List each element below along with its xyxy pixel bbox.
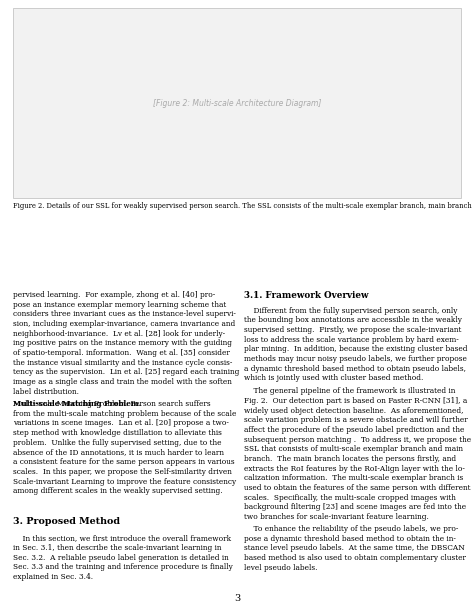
Text: In this section, we first introduce the overall framework
in Sec. 3.1, then desc: In this section, we first introduce the … (13, 535, 233, 581)
Text: 3. Proposed Method: 3. Proposed Method (13, 517, 120, 526)
Bar (13, 8, 461, 198)
Text: [Figure 2: Multi-scale Architecture Diagram]: [Figure 2: Multi-scale Architecture Diag… (153, 99, 321, 107)
Text: pervised learning.  For example, zhong et al. [40] pro-
pose an instance exempla: pervised learning. For example, zhong et… (13, 291, 239, 396)
Text: The general pipeline of the framework is illustrated in
Fig. 2.  Our detection p: The general pipeline of the framework is… (244, 387, 471, 521)
Text: Multi-scale Matching Problem.: Multi-scale Matching Problem. (13, 400, 141, 408)
Text: 3.1. Framework Overview: 3.1. Framework Overview (244, 291, 368, 300)
Text: Different from the fully supervised person search, only
the bounding box annotat: Different from the fully supervised pers… (244, 306, 467, 383)
Text: Multi-scale Matching Problem. Person search suffers
from the multi-scale matchin: Multi-scale Matching Problem. Person sea… (13, 400, 237, 495)
Text: To enhance the reliability of the pseudo labels, we pro-
pose a dynamic threshol: To enhance the reliability of the pseudo… (244, 525, 466, 572)
Text: Figure 2. Details of our SSL for weakly supervised person search. The SSL consis: Figure 2. Details of our SSL for weakly … (13, 202, 474, 210)
Text: 3: 3 (234, 594, 240, 603)
